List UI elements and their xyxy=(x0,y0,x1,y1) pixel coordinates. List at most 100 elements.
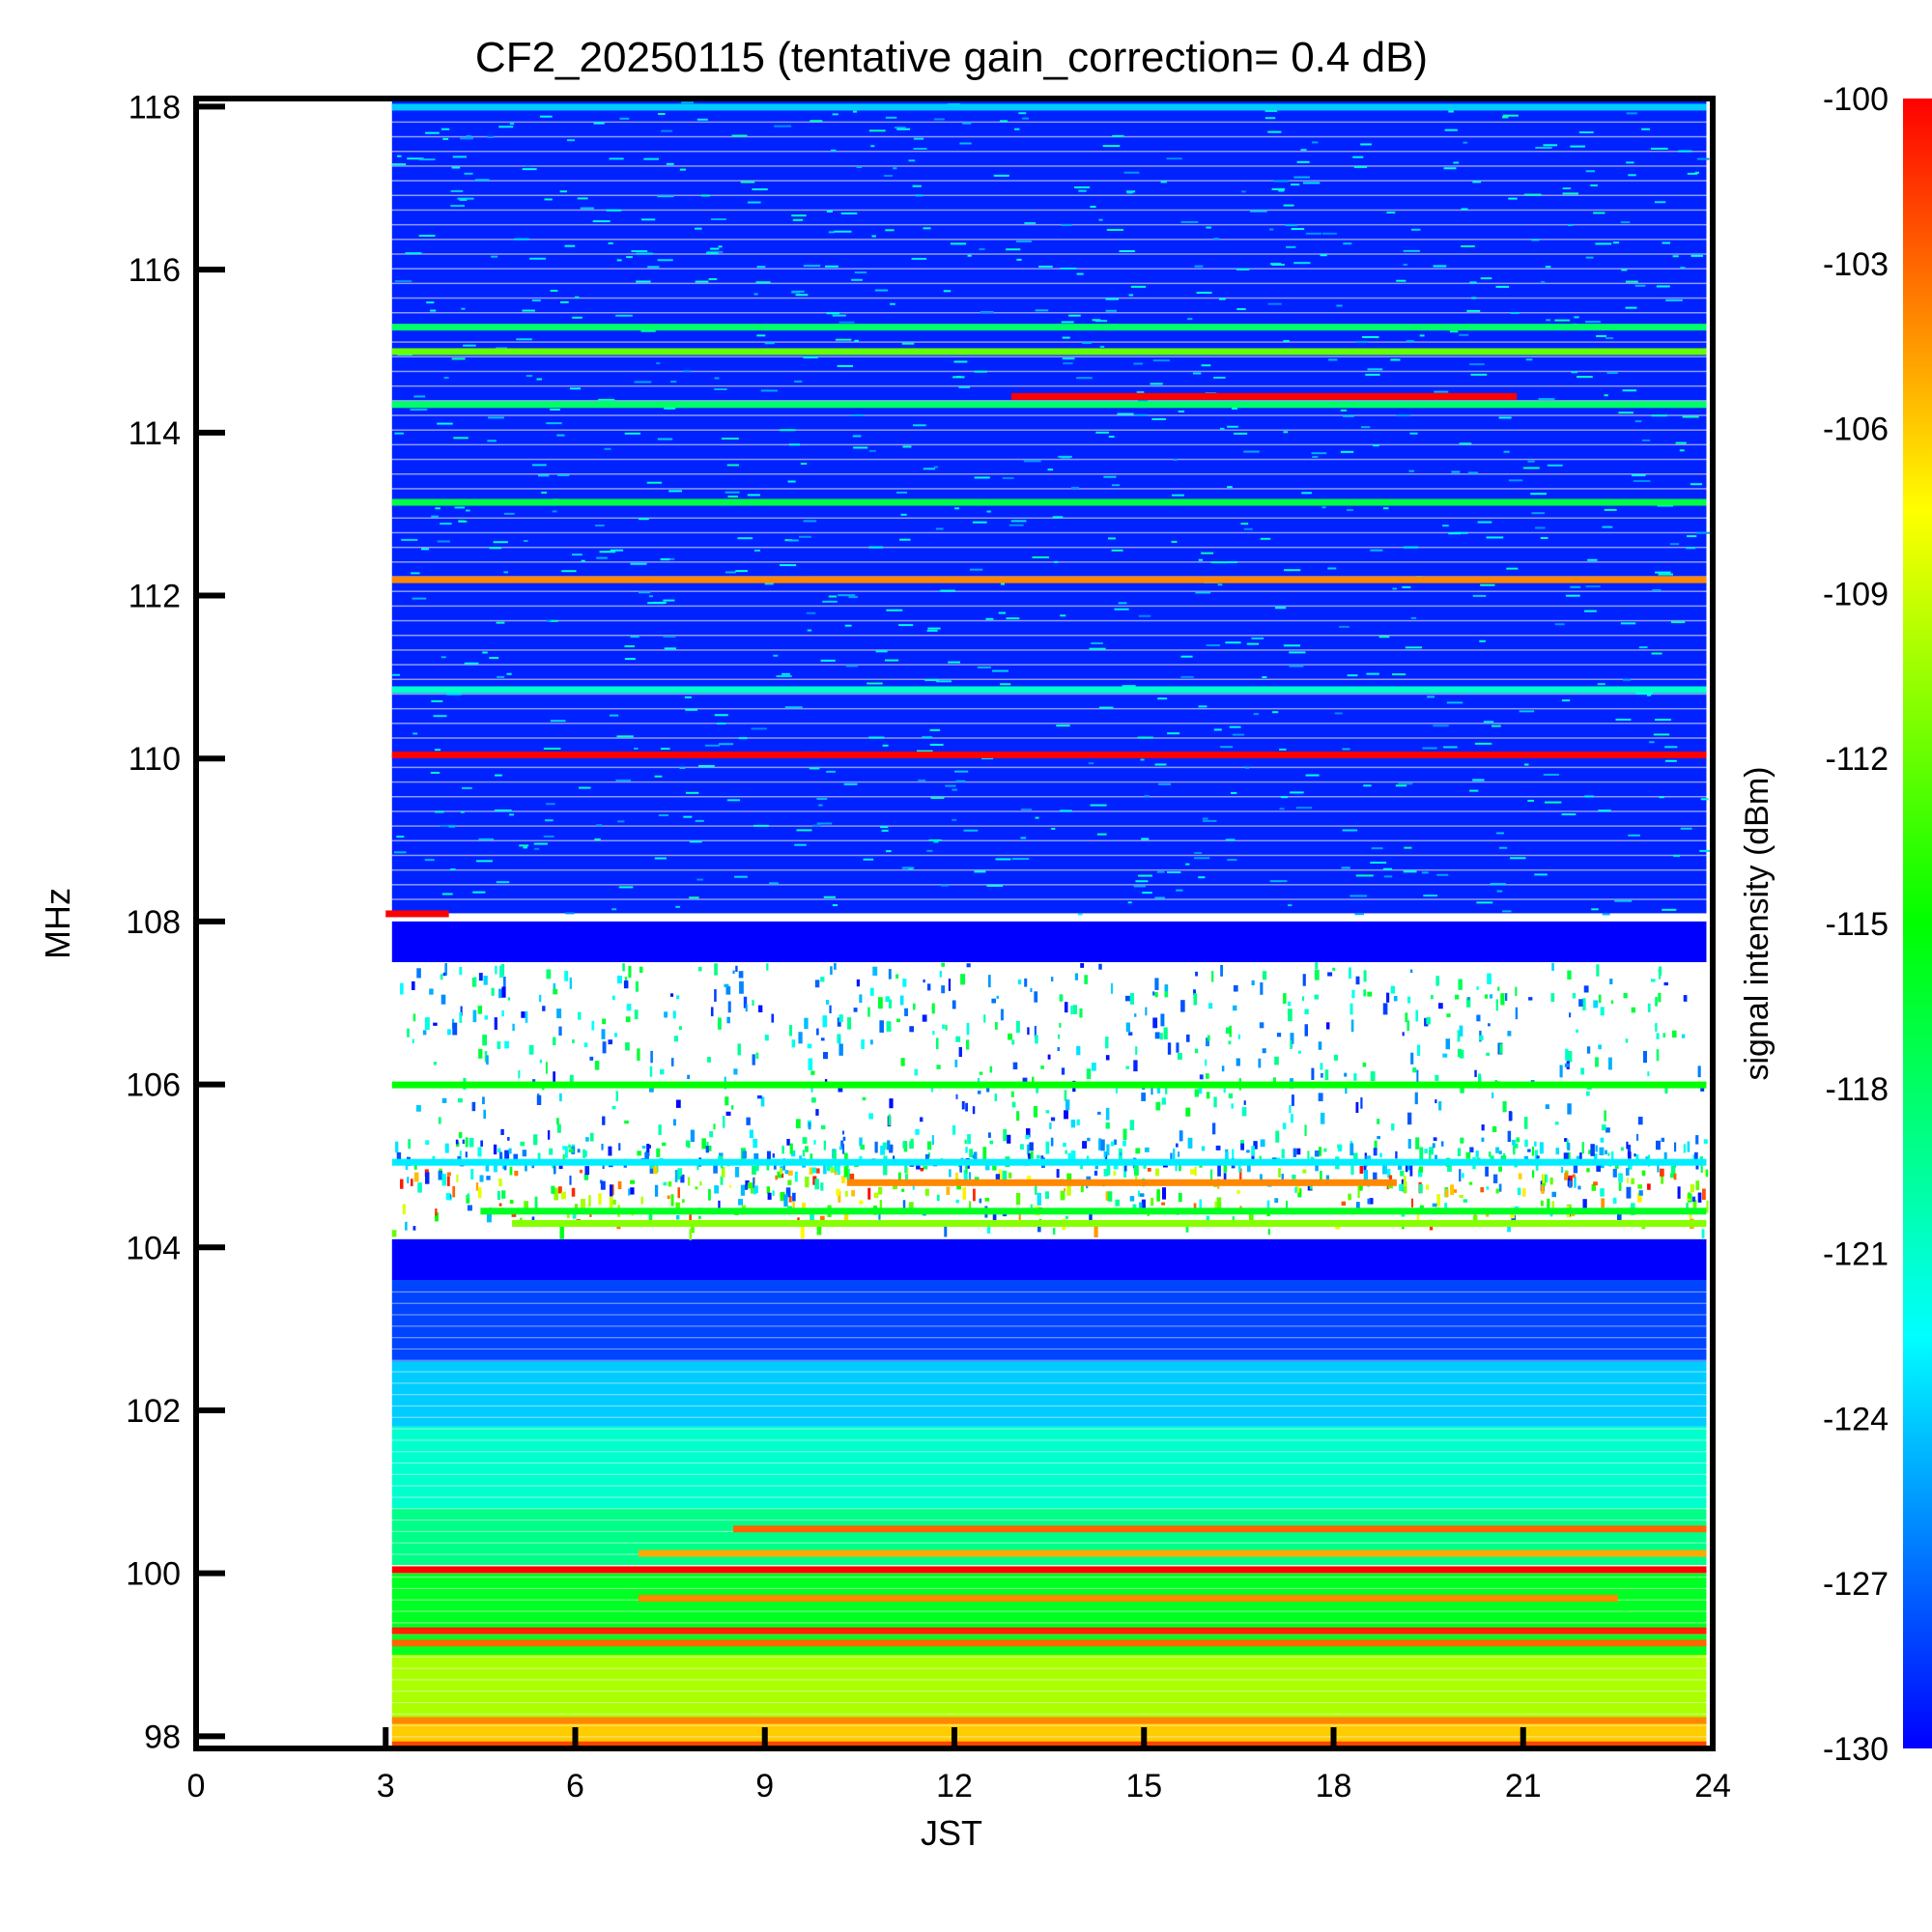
sparse-mark xyxy=(809,1167,813,1175)
sparse-mark xyxy=(989,1140,994,1145)
speckle xyxy=(1453,161,1460,164)
speckle xyxy=(1006,248,1021,251)
sparse-mark xyxy=(653,1166,658,1175)
sparse-mark xyxy=(1272,1077,1276,1085)
speckle xyxy=(516,338,532,341)
speckle xyxy=(1130,285,1147,288)
sparse-mark xyxy=(1416,1069,1419,1083)
speckle xyxy=(985,617,994,620)
speckle xyxy=(955,780,966,782)
sparse-mark xyxy=(873,1192,879,1199)
sparse-mark xyxy=(1662,1033,1666,1038)
speckle xyxy=(548,619,558,622)
sparse-mark xyxy=(452,1185,456,1198)
sparse-mark xyxy=(707,1145,712,1151)
sparse-mark xyxy=(836,1188,840,1196)
speckle xyxy=(863,858,874,861)
sparse-mark xyxy=(1344,1072,1348,1077)
speckle xyxy=(1651,414,1667,417)
sparse-mark xyxy=(932,1031,935,1036)
sparse-mark xyxy=(554,1187,559,1201)
speckle xyxy=(689,896,699,899)
sparse-mark xyxy=(992,1212,997,1223)
speckle xyxy=(1112,134,1124,137)
sparse-mark xyxy=(1246,1150,1250,1153)
speckle xyxy=(1274,607,1287,610)
sparse-mark xyxy=(520,1141,526,1147)
speckle xyxy=(1690,483,1703,486)
sparse-mark xyxy=(475,1182,479,1191)
sparse-mark xyxy=(1626,1186,1632,1199)
sparse-mark xyxy=(983,1014,986,1023)
speckle xyxy=(1251,637,1264,639)
speckle xyxy=(1561,813,1577,816)
gap-line xyxy=(391,384,1707,387)
sparse-mark xyxy=(1288,1009,1293,1022)
sparse-mark xyxy=(1457,1148,1462,1157)
speckle xyxy=(1103,475,1117,478)
sparse-mark xyxy=(1677,1186,1681,1199)
sparse-mark xyxy=(789,1143,793,1154)
sparse-mark xyxy=(1690,1183,1695,1193)
sparse-mark xyxy=(512,1023,515,1032)
sparse-mark xyxy=(1179,1161,1181,1172)
sparse-mark xyxy=(996,995,999,999)
sparse-mark xyxy=(1274,1198,1279,1204)
speckle xyxy=(731,134,748,137)
band-background xyxy=(391,1280,1707,1362)
gap-line xyxy=(391,1656,1707,1658)
speckle xyxy=(1347,674,1358,677)
sparse-mark xyxy=(1486,1052,1491,1056)
speckle xyxy=(1370,861,1387,864)
sparse-mark xyxy=(1403,1180,1407,1194)
sparse-mark xyxy=(965,1039,970,1050)
sparse-mark xyxy=(757,1005,763,1012)
signal-line xyxy=(391,576,1707,583)
gap-line xyxy=(391,355,1707,358)
sparse-mark xyxy=(513,1153,518,1164)
speckle xyxy=(1011,858,1030,861)
speckle xyxy=(1035,309,1049,312)
sparse-mark xyxy=(935,1037,939,1050)
y-tick-label: 116 xyxy=(128,252,181,289)
sparse-mark xyxy=(480,1140,484,1147)
sparse-mark xyxy=(1240,1143,1244,1151)
sparse-mark xyxy=(1262,1048,1266,1054)
sparse-mark xyxy=(1160,1013,1165,1027)
sparse-mark xyxy=(1363,989,1367,997)
sparse-mark xyxy=(987,975,991,988)
speckle xyxy=(1584,795,1594,798)
speckle xyxy=(1658,573,1673,576)
speckle xyxy=(1341,867,1350,869)
sparse-mark xyxy=(942,1024,946,1029)
sparse-mark xyxy=(827,1160,831,1172)
speckle xyxy=(599,551,616,554)
sparse-mark xyxy=(1382,1003,1388,1015)
speckle xyxy=(993,174,1009,177)
sparse-mark xyxy=(469,1138,474,1148)
speckle xyxy=(1362,335,1379,338)
sparse-mark xyxy=(584,1166,590,1176)
speckle xyxy=(788,539,799,542)
sparse-mark xyxy=(1406,1020,1410,1032)
speckle xyxy=(1373,444,1379,447)
sparse-mark xyxy=(1318,1041,1322,1050)
speckle xyxy=(460,137,473,140)
y-tick-label: 114 xyxy=(128,415,181,452)
sparse-mark xyxy=(579,1169,583,1174)
sparse-mark xyxy=(615,1091,618,1102)
sparse-mark xyxy=(460,1006,463,1016)
sparse-mark xyxy=(1596,964,1600,977)
sparse-mark xyxy=(1564,1063,1570,1067)
speckle xyxy=(1312,141,1319,144)
gap-line xyxy=(391,678,1707,681)
sparse-mark xyxy=(755,1163,759,1172)
speckle xyxy=(1442,525,1449,527)
sparse-mark xyxy=(501,1009,504,1016)
sparse-mark xyxy=(808,1058,813,1071)
speckle xyxy=(856,165,863,168)
x-tick-label: 24 xyxy=(1694,1768,1731,1804)
sparse-mark xyxy=(1274,1056,1279,1065)
sparse-mark xyxy=(667,1195,670,1200)
sparse-mark xyxy=(1154,992,1158,998)
